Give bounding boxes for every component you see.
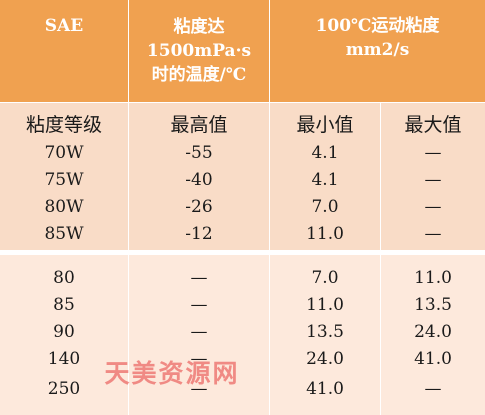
grade-cell: 85W [44,224,84,244]
grade-cell: 75W [44,170,84,190]
subheader-max-temp: 最高值 [170,113,228,136]
max-visc-cell: 11.0 [414,268,452,288]
max-visc-cell: — [424,170,442,190]
max-visc-cell: — [424,197,442,217]
min-visc-cell: 41.0 [306,379,344,399]
grade-cell: 70W [44,143,84,163]
header-visc-line-2: mm2/s [345,40,410,60]
temp-cell: -26 [185,197,213,217]
grade-cell: 140 [47,349,81,369]
temp-cell: -12 [185,224,213,244]
subheader-max-visc: 最大值 [404,113,462,136]
max-visc-cell: 24.0 [414,322,452,342]
min-visc-cell: 7.0 [311,268,339,288]
body-band-standard-grades [0,255,485,415]
header-kinematic-viscosity: 100℃运动粘度 mm2/s [270,0,485,102]
watermark: 天美资源网 [104,359,240,388]
temp-cell: -40 [185,170,213,190]
temp-cell: — [190,379,208,399]
temp-cell: — [190,322,208,342]
max-visc-cell: — [424,379,442,399]
min-visc-cell: 11.0 [306,295,344,315]
temp-cell: -55 [185,143,213,163]
min-visc-cell: 11.0 [306,224,344,244]
min-visc-cell: 24.0 [306,349,344,369]
col-divider-3 [380,103,381,415]
header-temp-at-1500: 粘度达 1500mPa·s 时的温度/℃ [129,0,269,102]
header-sae-label: SAE [44,16,84,36]
grade-cell: 250 [47,379,81,399]
grade-cell: 80W [44,197,84,217]
max-visc-cell: 41.0 [414,349,452,369]
header-sae: SAE [0,0,128,102]
min-visc-cell: 4.1 [311,143,339,163]
max-visc-cell: 13.5 [414,295,452,315]
col-divider-2 [269,0,270,415]
header-divider [0,102,485,103]
header-temp-line-3: 时的温度/℃ [151,65,247,85]
max-visc-cell: — [424,143,442,163]
min-visc-cell: 13.5 [306,322,344,342]
header-temp-line-2: 1500mPa·s [146,41,252,61]
min-visc-cell: 4.1 [311,170,339,190]
header-visc-line-1: 100℃运动粘度 [315,16,440,36]
grade-cell: 90 [53,322,75,342]
subheader-grade: 粘度等级 [25,113,102,136]
grade-cell: 80 [53,268,75,288]
temp-cell: — [190,295,208,315]
header-temp-line-1: 粘度达 [173,17,225,37]
grade-cell: 85 [53,295,75,315]
body-band-w-grades [0,103,485,250]
temp-cell: — [190,268,208,288]
max-visc-cell: — [424,224,442,244]
subheader-min-visc: 最小值 [296,113,354,136]
min-visc-cell: 7.0 [311,197,339,217]
temp-cell: — [190,349,208,369]
col-divider-1 [128,0,129,415]
